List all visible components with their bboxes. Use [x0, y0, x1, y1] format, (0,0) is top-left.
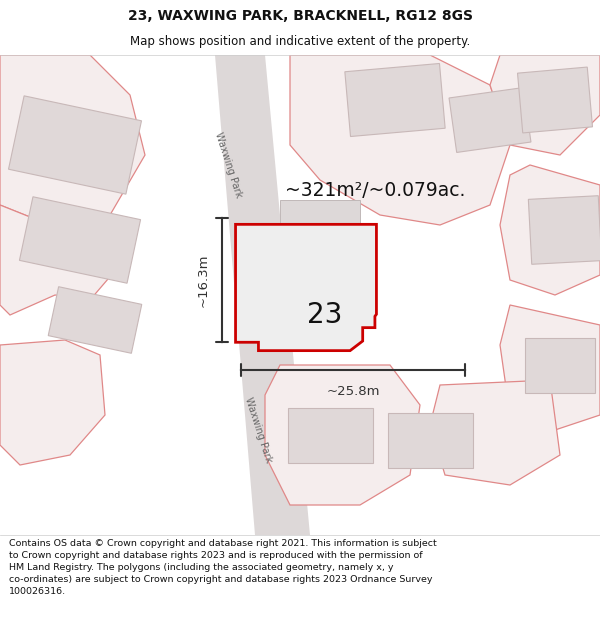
Polygon shape [0, 55, 145, 225]
Text: 23, WAXWING PARK, BRACKNELL, RG12 8GS: 23, WAXWING PARK, BRACKNELL, RG12 8GS [128, 9, 473, 24]
Polygon shape [290, 55, 510, 225]
Polygon shape [8, 96, 142, 194]
Text: Map shows position and indicative extent of the property.: Map shows position and indicative extent… [130, 35, 470, 48]
Polygon shape [529, 196, 600, 264]
Polygon shape [48, 287, 142, 353]
Polygon shape [525, 338, 595, 392]
Polygon shape [449, 88, 531, 152]
Text: ~321m²/~0.079ac.: ~321m²/~0.079ac. [285, 181, 466, 199]
Polygon shape [518, 67, 592, 133]
Text: Waxwing Park: Waxwing Park [242, 396, 274, 464]
Polygon shape [345, 64, 445, 136]
Polygon shape [287, 408, 373, 462]
Polygon shape [19, 197, 140, 283]
Polygon shape [388, 412, 473, 468]
Polygon shape [430, 380, 560, 485]
Polygon shape [0, 340, 105, 465]
Polygon shape [500, 305, 600, 430]
Text: Contains OS data © Crown copyright and database right 2021. This information is : Contains OS data © Crown copyright and d… [9, 539, 437, 596]
Text: ~25.8m: ~25.8m [326, 385, 380, 398]
Polygon shape [215, 55, 310, 535]
Polygon shape [280, 200, 360, 330]
Polygon shape [236, 224, 376, 351]
Text: Waxwing Park: Waxwing Park [212, 131, 244, 199]
Text: 23: 23 [307, 301, 342, 329]
Polygon shape [0, 205, 120, 315]
Text: ~16.3m: ~16.3m [197, 253, 210, 307]
Polygon shape [265, 365, 420, 505]
Polygon shape [500, 165, 600, 295]
Polygon shape [490, 55, 600, 155]
